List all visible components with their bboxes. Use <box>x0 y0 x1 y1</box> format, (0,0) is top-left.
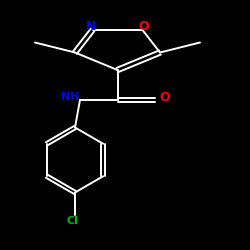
Text: N: N <box>86 20 97 33</box>
Text: O: O <box>138 20 149 33</box>
Text: O: O <box>160 91 170 104</box>
Text: NH: NH <box>61 92 79 102</box>
Text: Cl: Cl <box>66 216 78 226</box>
